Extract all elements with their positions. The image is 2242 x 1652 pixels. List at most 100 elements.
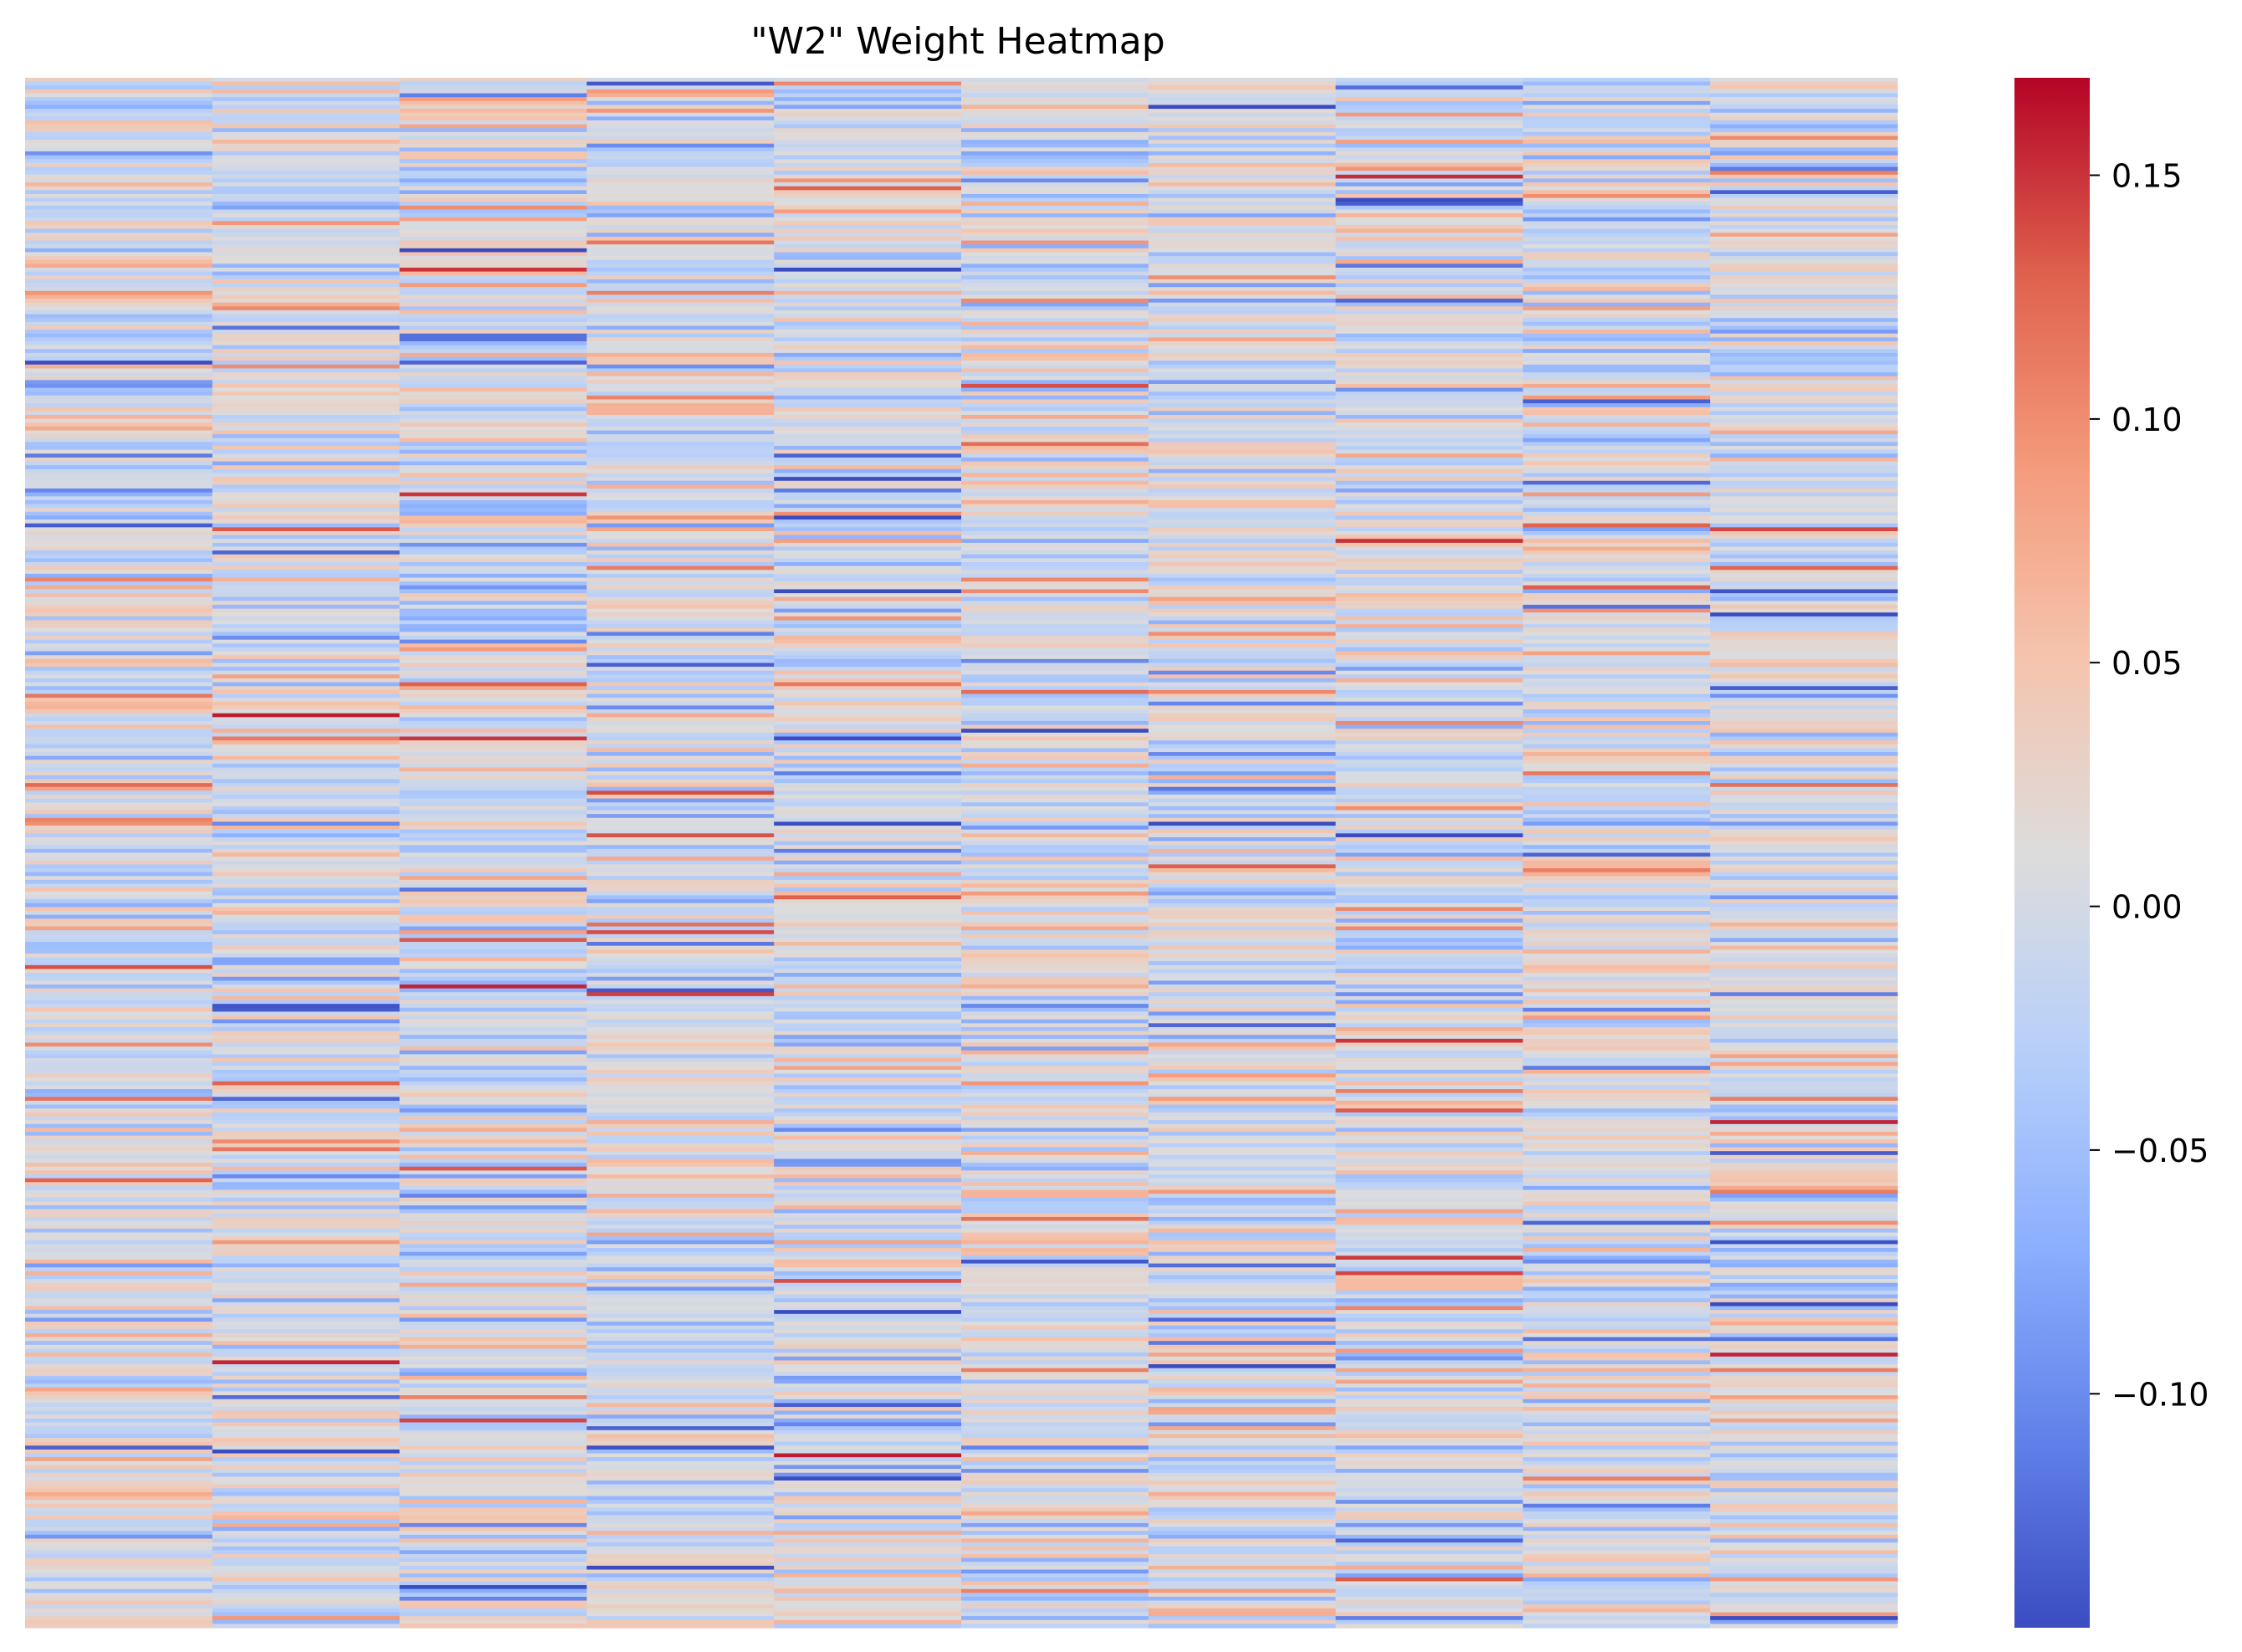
heatmap-cell	[961, 174, 1149, 180]
heatmap-cell	[586, 228, 775, 233]
heatmap-cell	[961, 786, 1149, 791]
heatmap-cell	[774, 1457, 962, 1462]
heatmap-cell	[399, 109, 587, 114]
heatmap-cell	[774, 468, 962, 474]
heatmap-cell	[399, 1469, 587, 1474]
heatmap-cell	[961, 395, 1149, 401]
heatmap-cell	[586, 1418, 775, 1424]
heatmap-cell	[25, 1441, 213, 1446]
heatmap-cell	[774, 1465, 962, 1470]
heatmap-cell	[1148, 1403, 1337, 1408]
heatmap-cell	[1710, 693, 1898, 698]
heatmap-cell	[212, 1185, 401, 1191]
heatmap-cell	[961, 1170, 1149, 1175]
heatmap-cell	[1148, 422, 1337, 427]
heatmap-cell	[774, 302, 962, 307]
heatmap-cell	[399, 817, 587, 823]
heatmap-cell	[1523, 678, 1711, 683]
heatmap-cell	[212, 732, 401, 738]
heatmap-cell	[586, 601, 775, 606]
heatmap-cell	[25, 1573, 213, 1578]
heatmap-cell	[399, 1519, 587, 1524]
heatmap-cell	[399, 903, 587, 908]
heatmap-cell	[1335, 876, 1523, 881]
heatmap-cell	[774, 534, 962, 540]
heatmap-cell	[586, 1538, 775, 1543]
heatmap-cell	[961, 724, 1149, 729]
heatmap-cell	[1148, 186, 1337, 191]
heatmap-cell	[399, 321, 587, 327]
heatmap-cell	[1335, 171, 1523, 176]
heatmap-cell	[1523, 174, 1711, 180]
heatmap-cell	[1148, 565, 1337, 570]
heatmap-cell	[961, 1453, 1149, 1458]
colorbar-tick-label: 0.00	[2111, 889, 2183, 926]
heatmap-cell	[1148, 178, 1337, 183]
heatmap-cell	[1335, 1531, 1523, 1536]
heatmap-cell	[1523, 848, 1711, 854]
heatmap-cell	[25, 299, 213, 304]
heatmap-cell	[1148, 709, 1337, 714]
heatmap-cell	[1710, 1178, 1898, 1183]
heatmap-cell	[212, 1104, 401, 1109]
heatmap-cell	[961, 504, 1149, 509]
heatmap-cell	[961, 1449, 1149, 1455]
heatmap-cell	[399, 767, 587, 772]
heatmap-cell	[25, 670, 213, 675]
heatmap-cell	[1335, 1553, 1523, 1559]
heatmap-cell	[1148, 283, 1337, 288]
heatmap-cell	[25, 647, 213, 652]
heatmap-cell	[25, 565, 213, 570]
heatmap-cell	[1523, 817, 1711, 823]
heatmap-cell	[212, 1372, 401, 1377]
heatmap-cell	[399, 682, 587, 687]
heatmap-cell	[961, 1069, 1149, 1075]
heatmap-cell	[25, 899, 213, 904]
heatmap-cell	[399, 1538, 587, 1543]
heatmap-cell	[1148, 798, 1337, 803]
heatmap-cell	[212, 287, 401, 292]
heatmap-cell	[1148, 1445, 1337, 1450]
heatmap-cell	[399, 1197, 587, 1203]
heatmap-cell	[961, 1348, 1149, 1353]
heatmap-cell	[1710, 783, 1898, 788]
heatmap-cell	[212, 174, 401, 180]
heatmap-cell	[399, 1225, 587, 1230]
heatmap-cell	[1335, 449, 1523, 454]
heatmap-cell	[774, 1163, 962, 1168]
heatmap-cell	[1148, 1438, 1337, 1443]
heatmap-cell	[1335, 1585, 1523, 1590]
heatmap-cell	[399, 985, 587, 990]
heatmap-cell	[774, 933, 962, 939]
heatmap-cell	[774, 1282, 962, 1287]
heatmap-cell	[961, 403, 1149, 408]
heatmap-cell	[1710, 1282, 1898, 1287]
heatmap-cell	[212, 1112, 401, 1118]
heatmap-cell	[1148, 171, 1337, 176]
heatmap-cell	[25, 174, 213, 180]
heatmap-cell	[399, 446, 587, 451]
heatmap-cell	[212, 1166, 401, 1171]
heatmap-cell	[1523, 294, 1711, 299]
heatmap-cell	[212, 593, 401, 598]
heatmap-cell	[399, 1457, 587, 1462]
heatmap-cell	[399, 1356, 587, 1361]
heatmap-cell	[1710, 1445, 1898, 1450]
heatmap-cell	[212, 945, 401, 950]
heatmap-cell	[1710, 1515, 1898, 1520]
heatmap-cell	[961, 1112, 1149, 1118]
heatmap-cell	[25, 387, 213, 392]
heatmap-cell	[25, 527, 213, 532]
heatmap-cell	[586, 1244, 775, 1249]
heatmap-cell	[25, 1325, 213, 1330]
heatmap-cell	[1523, 314, 1711, 319]
heatmap-cell	[212, 1050, 401, 1055]
heatmap-cell	[399, 1271, 587, 1276]
heatmap-cell	[25, 120, 213, 125]
heatmap-cell	[1148, 627, 1337, 633]
heatmap-cell	[1710, 368, 1898, 373]
heatmap-cell	[774, 674, 962, 679]
heatmap-cell	[399, 639, 587, 644]
heatmap-cell	[1335, 988, 1523, 993]
heatmap-cell	[961, 891, 1149, 897]
